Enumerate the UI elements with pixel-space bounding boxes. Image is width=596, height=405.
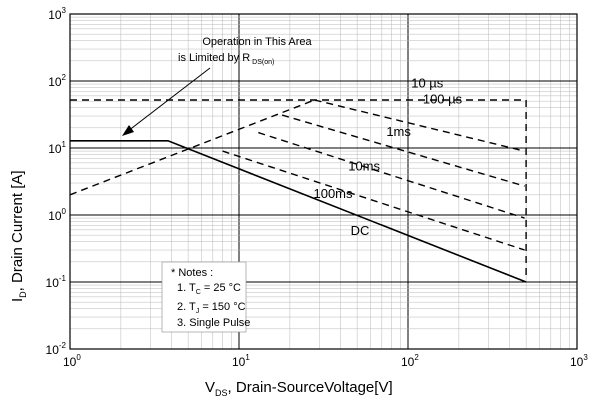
annotation-line1: Operation in This Area — [202, 36, 312, 48]
series-100-s — [314, 99, 525, 152]
y-tick-label: 101 — [48, 140, 66, 156]
series-100ms — [222, 150, 525, 251]
x-tick-label: 100 — [63, 353, 81, 369]
annotation: Operation in This Area is Limited by R DS… — [122, 36, 313, 136]
series-group — [69, 99, 527, 283]
annotation-line2: is Limited by R DS(on) — [178, 52, 274, 66]
notes-frame — [161, 261, 247, 333]
y-tick-label: 100 — [48, 207, 66, 223]
x-tick-label: 103 — [570, 353, 588, 369]
y-tick-label: 102 — [48, 73, 66, 89]
x-axis-title: VDS, Drain-SourceVoltage[V] — [205, 379, 393, 398]
curve-label: 10ms — [348, 159, 380, 174]
note-item-3: 3. Single Pulse — [177, 317, 250, 329]
annotation-arrow-line — [127, 67, 211, 132]
notes-title: * Notes : — [171, 267, 213, 279]
series-dc — [70, 140, 527, 283]
x-tick-label: 101 — [232, 353, 250, 369]
note-item-2: 2. TJ = 150 °C — [177, 301, 246, 315]
y-tick-label: 10-1 — [46, 274, 67, 290]
y-axis-title: ID, Drain Current [A] — [9, 170, 28, 302]
curve-label: 100ms — [313, 186, 353, 201]
curve-label: 10 µs — [411, 75, 444, 90]
plot-frame — [69, 13, 578, 350]
curve-label: 1ms — [386, 124, 411, 139]
grid — [70, 14, 577, 349]
y-tick-label: 103 — [48, 6, 66, 22]
curve-labels: 10 µs 100 µs 1ms 10ms 100ms DC — [313, 75, 462, 238]
series-r-ds-on-limit — [69, 99, 315, 196]
annotation-arrowhead — [122, 125, 134, 136]
series-10ms — [258, 131, 525, 219]
notes-box: * Notes : 1. TC = 25 °C 2. TJ = 150 °C 3… — [161, 261, 250, 333]
curve-label: DC — [351, 223, 370, 238]
note-item-1: 1. TC = 25 °C — [177, 282, 241, 296]
series-1ms — [281, 114, 525, 187]
x-tick-label: 102 — [401, 353, 419, 369]
curve-label: 100 µs — [423, 92, 463, 107]
